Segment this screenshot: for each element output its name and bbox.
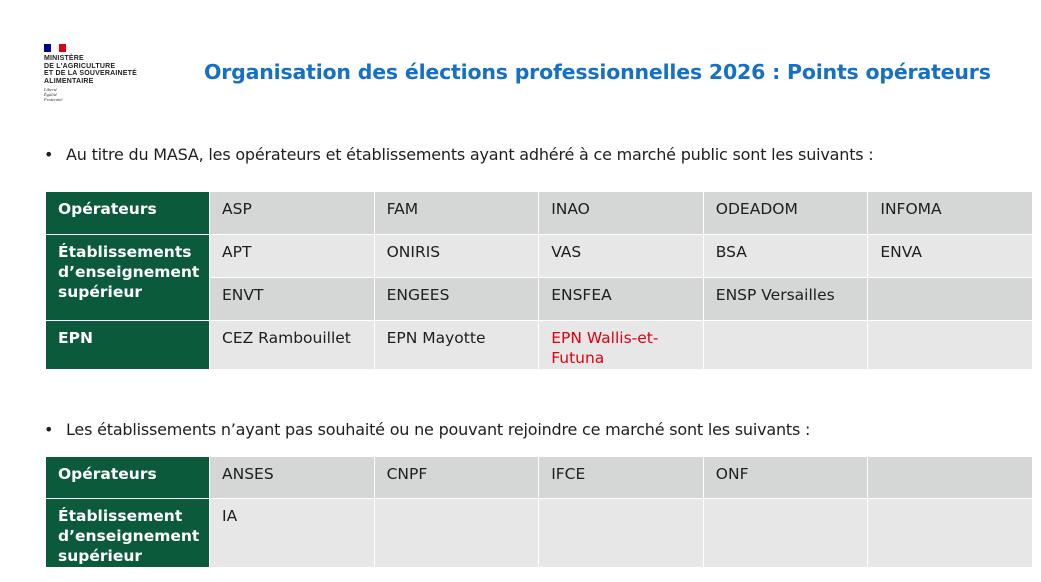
logo-line: DE L'AGRICULTURE — [44, 62, 116, 70]
bullet: Au titre du MASA, les opérateurs et étab… — [44, 145, 874, 164]
table: Opérateurs ASP FAM INAO ODEADOM INFOMA Établis… — [45, 191, 1033, 370]
cell: CEZ Rambouillet — [209, 320, 375, 370]
logo-line: ET DE LA SOUVERAINETÉ — [44, 70, 138, 77]
cell: BSA — [702, 234, 869, 278]
cell: EPN Mayotte — [373, 320, 540, 370]
empty-cell — [867, 456, 1033, 499]
cell: ODEADOM — [702, 191, 869, 235]
cell: ONIRIS — [373, 234, 540, 278]
cell: APT — [209, 234, 375, 278]
empty-cell — [538, 498, 704, 568]
logo-line: ALIMENTAIRE — [44, 77, 94, 85]
cell: EPN Wallis-et-Futuna — [538, 320, 704, 370]
cell: ENVA — [867, 234, 1033, 278]
cell: ENSFEA — [538, 277, 704, 321]
empty-cell — [702, 320, 869, 370]
table-row: EPN CEZ Rambouillet EPN Mayotte EPN Wallis-… — [45, 320, 1033, 370]
empty-cell — [373, 498, 540, 568]
table-row: Établissement d’enseignement supérieur IA — [45, 498, 1033, 568]
table-row: Opérateurs ASP FAM INAO ODEADOM INFOMA — [45, 191, 1033, 235]
motto-line: Liberté — [44, 87, 57, 92]
table-row: Établissements d’enseignement supérieur A… — [45, 234, 1033, 321]
motto-line: Égalité — [44, 92, 57, 97]
empty-cell — [702, 498, 869, 568]
empty-cell — [867, 320, 1033, 370]
cell: FAM — [373, 191, 540, 235]
logo: MINISTÈRE DE L'AGRICULTURE ET DE LA SOUVER… — [44, 44, 137, 102]
cell: ONF — [702, 456, 869, 499]
row-header: Établissements d’enseignement supérieur — [45, 234, 210, 321]
motto: Liberté Égalité Fraternité — [44, 87, 137, 102]
cell: ENGEES — [373, 277, 540, 321]
table-row: ENVT ENGEES ENSFEA ENSP Versailles — [46, 277, 1033, 321]
table: Opérateurs ANSES CNPF IFCE ONF Établissement … — [45, 456, 1033, 568]
motto-line: Fraternité — [44, 97, 63, 102]
table-row: Opérateurs ANSES CNPF IFCE ONF — [45, 456, 1033, 499]
flag — [44, 44, 66, 52]
cell: IFCE — [538, 456, 704, 499]
cell: ANSES — [209, 456, 375, 499]
logo-text: MINISTÈRE DE L'AGRICULTURE ET DE LA SOUVER… — [44, 55, 137, 85]
cell: ENSP Versailles — [702, 277, 869, 321]
cell: CNPF — [373, 456, 540, 499]
title: Organisation des élections professionnel… — [204, 60, 991, 84]
row-header: Opérateurs — [45, 456, 210, 499]
row-header: Établissement d’enseignement supérieur — [45, 498, 210, 568]
row-header: Opérateurs — [45, 191, 210, 235]
cell: INAO — [538, 191, 704, 235]
empty-cell — [867, 277, 1033, 321]
cell: ENVT — [209, 277, 375, 321]
cell: INFOMA — [867, 191, 1033, 235]
logo-line: MINISTÈRE — [44, 55, 84, 62]
bullet: Les établissements n’ayant pas souhaité … — [44, 420, 810, 439]
cell: VAS — [538, 234, 704, 278]
empty-cell — [867, 498, 1033, 568]
row-header: EPN — [45, 320, 210, 370]
cell: ASP — [209, 191, 375, 235]
cell: IA — [209, 498, 375, 568]
